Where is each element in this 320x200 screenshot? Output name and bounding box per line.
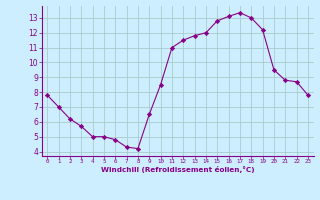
X-axis label: Windchill (Refroidissement éolien,°C): Windchill (Refroidissement éolien,°C) <box>101 166 254 173</box>
